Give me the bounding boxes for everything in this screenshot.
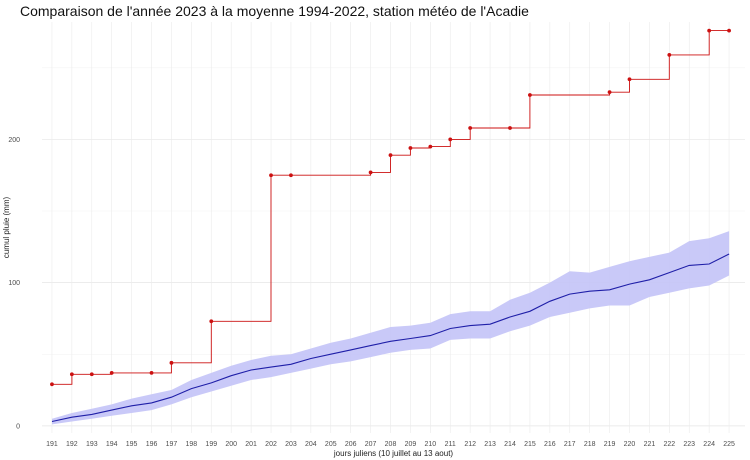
x-tick-label: 218 xyxy=(584,441,596,448)
x-tick-label: 208 xyxy=(385,441,397,448)
x-tick-label: 225 xyxy=(723,441,735,448)
x-tick-label: 198 xyxy=(186,441,198,448)
series-2023-point xyxy=(289,173,293,178)
series-2023-point xyxy=(528,93,532,97)
series-2023-point xyxy=(69,372,74,377)
x-ticks: 191 192 193 194 195 196 197 198 199 200 201 202 203 2… xyxy=(46,441,735,448)
x-tick-label: 212 xyxy=(464,441,476,448)
series-2023-point xyxy=(448,137,453,142)
x-tick-label: 206 xyxy=(345,441,357,448)
series-2023-point xyxy=(727,28,731,33)
x-tick-label: 224 xyxy=(703,441,715,448)
series-2023-point xyxy=(607,90,612,95)
x-tick-label: 204 xyxy=(305,441,317,448)
x-tick-label: 217 xyxy=(564,441,576,448)
x-tick-label: 203 xyxy=(285,441,297,448)
y-tick-label: 0 xyxy=(16,423,20,430)
x-tick-label: 199 xyxy=(205,441,217,448)
x-tick-label: 196 xyxy=(146,441,158,448)
grid xyxy=(42,22,745,433)
y-axis-title: cumul pluie (mm) xyxy=(2,196,11,258)
series-2023-point xyxy=(627,77,632,82)
x-tick-label: 210 xyxy=(424,441,436,448)
series-2023-point xyxy=(149,370,154,375)
x-tick-label: 221 xyxy=(644,441,656,448)
x-tick-label: 192 xyxy=(66,441,78,448)
series-2023-point xyxy=(209,319,214,324)
x-tick-label: 201 xyxy=(245,441,257,448)
lines-layer xyxy=(51,30,730,423)
points-layer xyxy=(50,28,731,387)
x-tick-label: 222 xyxy=(663,441,675,448)
x-tick-label: 191 xyxy=(46,441,58,448)
series-2023-point xyxy=(667,53,672,57)
series-2023-point xyxy=(468,126,473,130)
x-tick-label: 200 xyxy=(225,441,237,448)
x-tick-label: 209 xyxy=(405,441,417,448)
mean-ribbon-layer xyxy=(52,231,730,425)
mean-ribbon xyxy=(52,231,730,425)
x-tick-label: 205 xyxy=(325,441,337,448)
series-2023-point xyxy=(109,370,114,375)
x-tick-label: 214 xyxy=(504,441,516,448)
y-tick-label: 200 xyxy=(8,137,20,144)
x-tick-label: 219 xyxy=(604,441,616,448)
y-ticks: 0 100 200 xyxy=(8,137,20,430)
series-2023-point xyxy=(707,28,712,33)
x-tick-label: 194 xyxy=(106,441,118,448)
series-2023-point xyxy=(428,144,433,149)
x-tick-label: 197 xyxy=(166,441,178,448)
x-tick-label: 220 xyxy=(624,441,636,448)
series-2023-point xyxy=(169,360,174,365)
x-tick-label: 211 xyxy=(445,441,456,448)
x-tick-label: 195 xyxy=(126,441,138,448)
series-2023-point xyxy=(368,170,373,175)
x-axis-title: jours juliens (10 juillet au 13 aout) xyxy=(333,449,454,458)
mean-series-line xyxy=(51,253,730,423)
x-tick-label: 193 xyxy=(86,441,98,448)
x-tick-label: 223 xyxy=(683,441,695,448)
x-tick-label: 215 xyxy=(524,441,536,448)
x-tick-label: 207 xyxy=(365,441,377,448)
series-2023-point xyxy=(508,126,512,130)
y-tick-label: 100 xyxy=(8,280,20,287)
series-2023-line xyxy=(52,30,730,385)
x-tick-label: 213 xyxy=(484,441,496,448)
series-2023-point xyxy=(388,153,393,158)
chart-title: Comparaison de l'année 2023 à la moyenne… xyxy=(20,3,529,19)
x-tick-label: 202 xyxy=(265,441,277,448)
x-tick-label: 216 xyxy=(544,441,556,448)
series-2023-point xyxy=(269,173,273,178)
series-2023-point xyxy=(408,146,413,150)
series-2023-point xyxy=(89,372,94,377)
series-2023-point xyxy=(50,382,54,387)
